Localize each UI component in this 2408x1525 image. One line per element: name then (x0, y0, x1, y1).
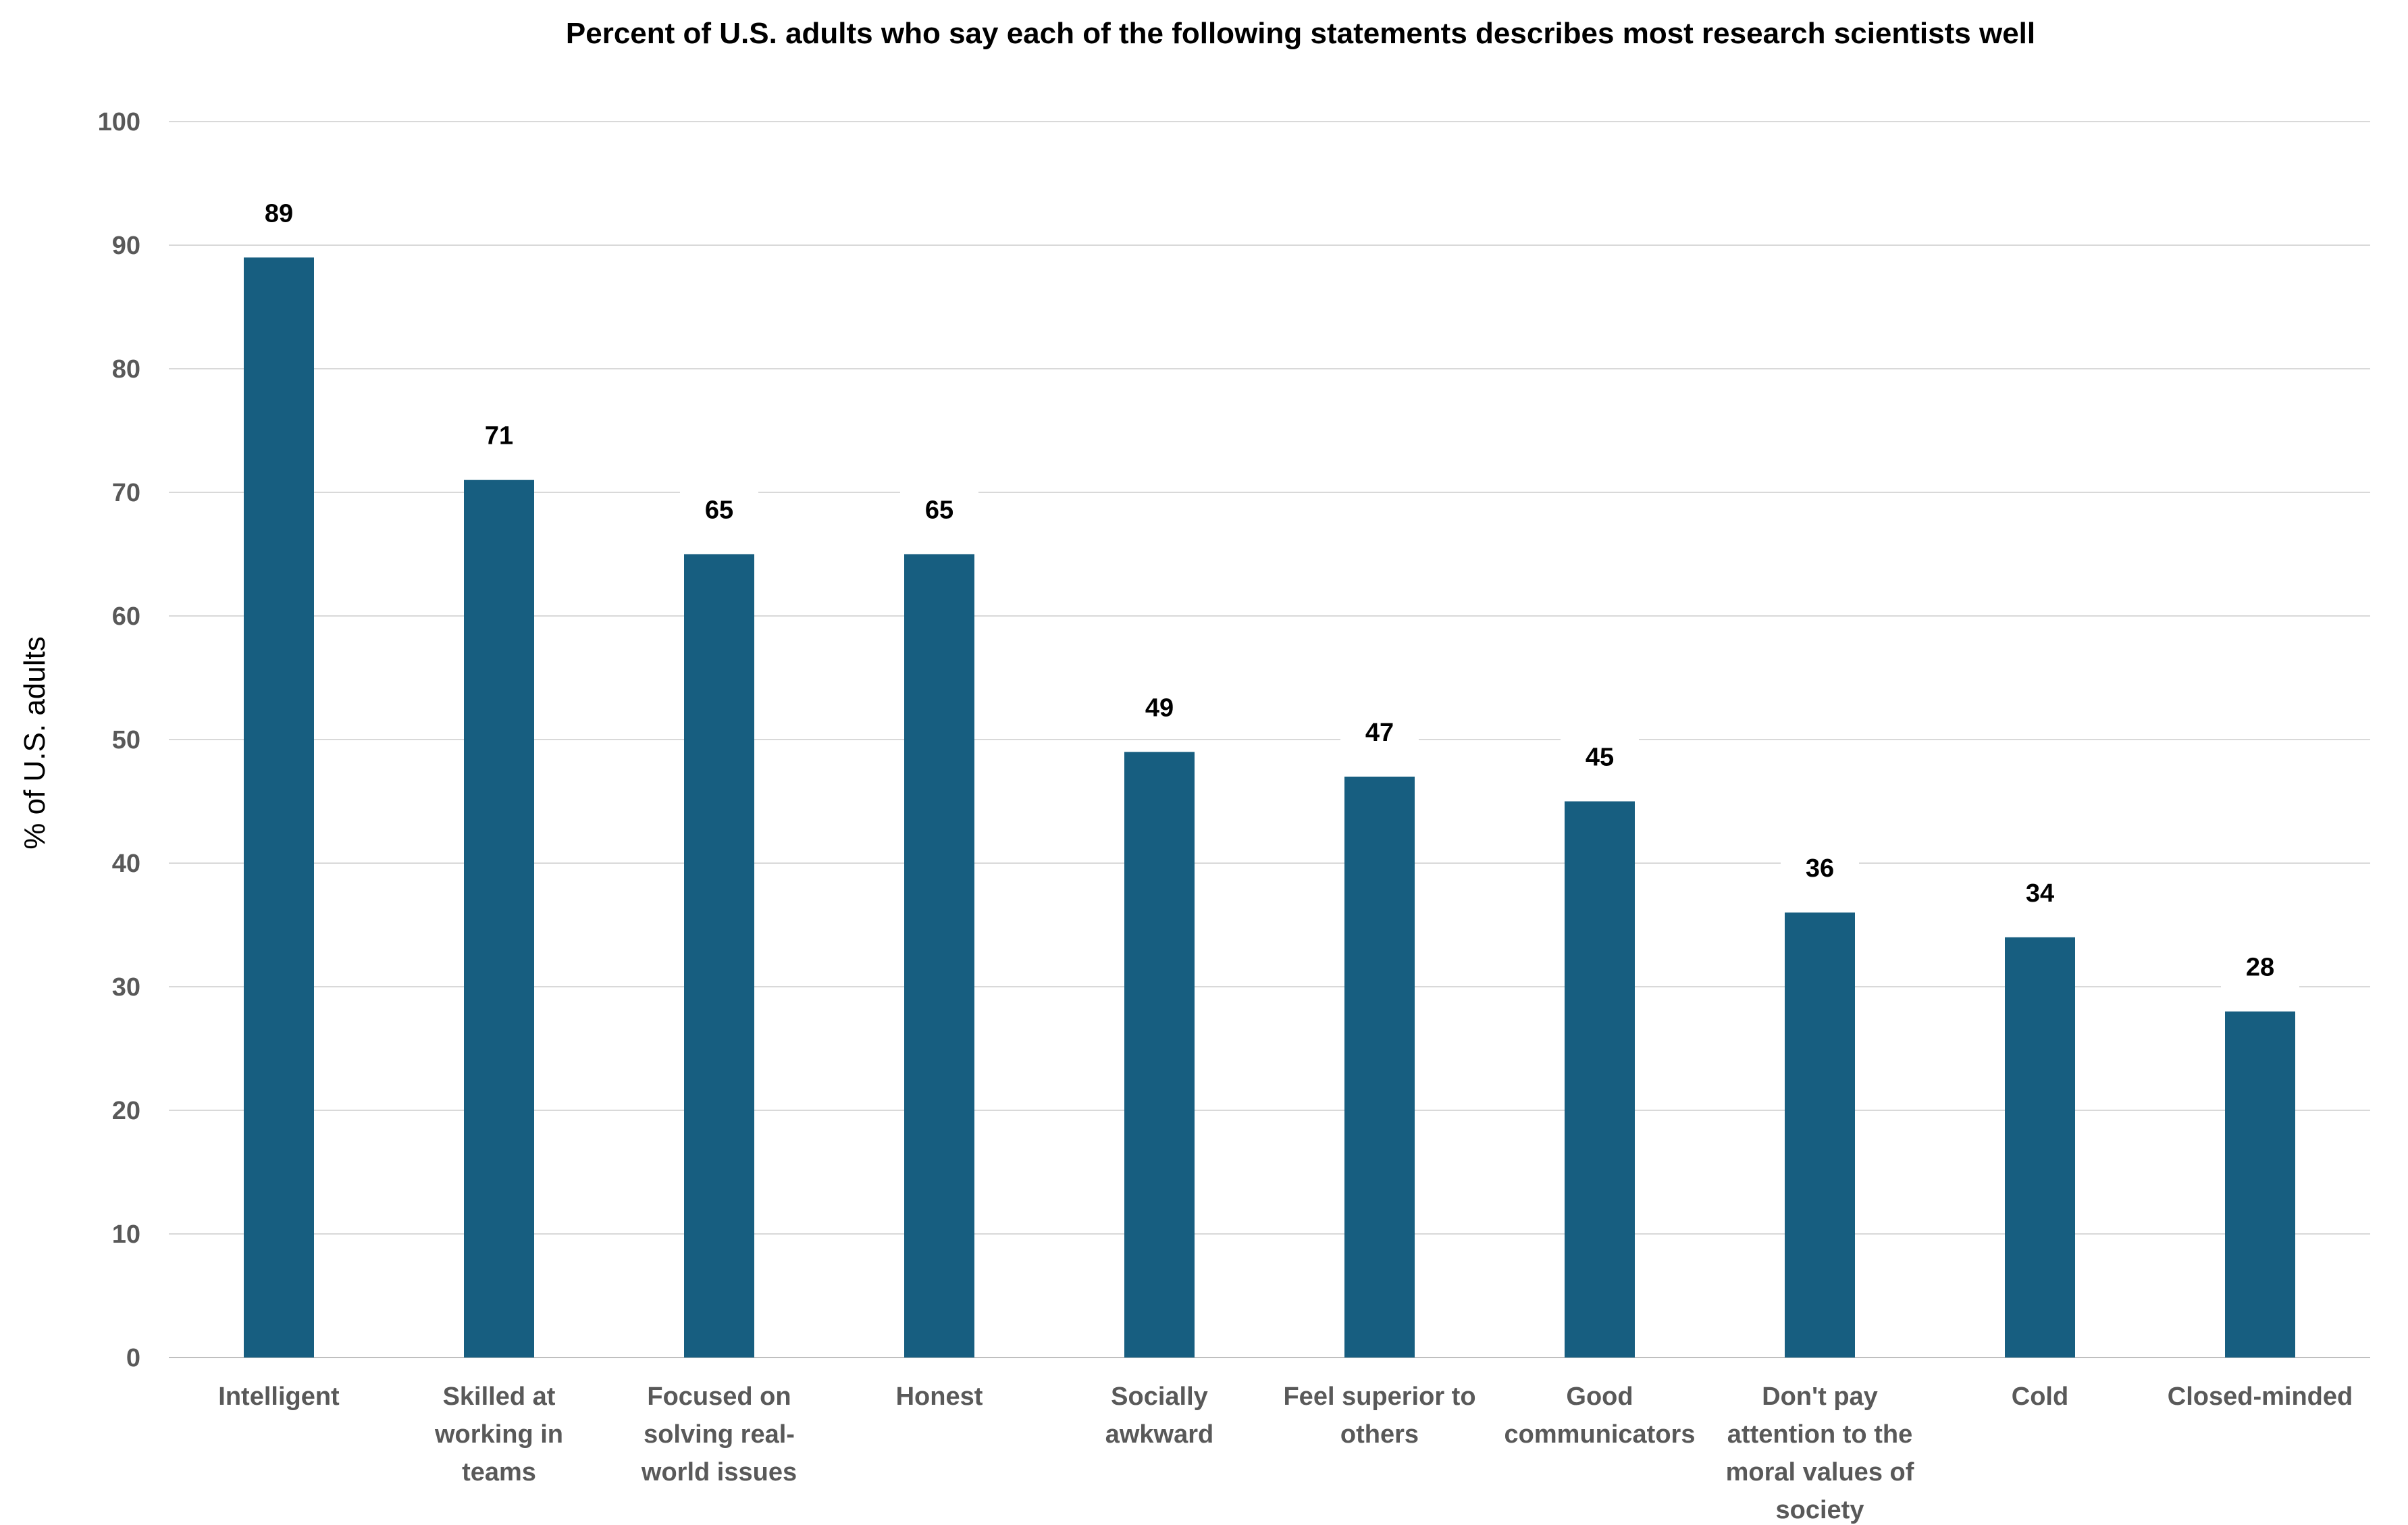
data-label-background (1120, 684, 1199, 729)
data-label-background (460, 412, 538, 457)
x-tick-label-line: Socially (1111, 1382, 1208, 1411)
y-tick-label: 70 (112, 479, 140, 507)
y-tick-label: 60 (112, 602, 140, 631)
data-labels: 89 71 65 65 49 47 45 36 34 28 (240, 190, 2299, 989)
x-tick-label: Skilled at working in teams (434, 1382, 563, 1487)
x-tick-label-line: Feel superior to (1283, 1382, 1475, 1411)
bar (904, 554, 974, 1358)
data-label-background (1340, 708, 1419, 754)
y-axis-label: % of U.S. adults (18, 636, 51, 849)
y-tick-label: 90 (112, 232, 140, 260)
x-tick-label-line: world issues (641, 1458, 797, 1487)
data-label: 89 (265, 199, 293, 228)
x-tick-label-line: Cold (2012, 1382, 2068, 1411)
data-label: 34 (2026, 879, 2054, 908)
data-label: 65 (925, 496, 953, 525)
x-tick-label-line: working in (434, 1420, 563, 1449)
x-tick-label: Good communicators (1504, 1382, 1696, 1449)
y-tick-label: 20 (112, 1097, 140, 1125)
x-tick-label: Honest (896, 1382, 983, 1411)
data-label: 36 (1806, 854, 1834, 883)
chart-title: Percent of U.S. adults who say each of t… (566, 17, 2035, 50)
x-tick-label-line: Honest (896, 1382, 983, 1411)
bar (244, 257, 314, 1358)
x-tick-label: Socially awkward (1105, 1382, 1214, 1449)
data-label: 49 (1145, 694, 1174, 722)
bar (1124, 752, 1195, 1358)
x-axis-ticks: Intelligent Skilled at working in teams Focu… (218, 1382, 2353, 1524)
x-tick-label: Intelligent (218, 1382, 340, 1411)
data-label-background (240, 190, 318, 235)
data-label: 45 (1586, 744, 1614, 772)
bar (2005, 937, 2075, 1358)
x-tick-label-line: Focused on (647, 1382, 791, 1411)
data-label-background (2001, 869, 2079, 914)
x-tick-label: Cold (2012, 1382, 2068, 1411)
data-label-background (900, 486, 978, 532)
y-tick-label: 50 (112, 726, 140, 754)
x-tick-label: Feel superior to others (1283, 1382, 1475, 1449)
x-tick-label-line: Intelligent (218, 1382, 340, 1411)
x-tick-label-line: teams (462, 1458, 536, 1487)
x-tick-label-line: attention to the (1727, 1420, 1912, 1449)
bar (1785, 912, 1855, 1358)
x-tick-label-line: Closed-minded (2168, 1382, 2353, 1411)
x-tick-label-line: Skilled at (443, 1382, 556, 1411)
data-label-background (1561, 733, 1639, 779)
data-label: 28 (2246, 954, 2274, 982)
x-tick-label-line: moral values of (1726, 1458, 1914, 1487)
bar (684, 554, 754, 1358)
y-tick-label: 30 (112, 973, 140, 1002)
x-tick-label-line: society (1776, 1496, 1864, 1524)
x-tick-label-line: communicators (1504, 1420, 1696, 1449)
data-label: 65 (705, 496, 733, 525)
x-tick-label-line: awkward (1105, 1420, 1214, 1449)
y-axis-ticks: 0 10 20 30 40 50 60 70 80 90 100 (98, 108, 140, 1372)
gridlines (169, 121, 2370, 1358)
bar (1565, 801, 1635, 1358)
y-tick-label: 10 (112, 1220, 140, 1249)
y-tick-label: 80 (112, 355, 140, 384)
data-label-background (1781, 845, 1859, 890)
x-tick-label-line: Don't pay (1762, 1382, 1878, 1411)
data-label: 47 (1365, 719, 1394, 747)
data-label-background (2221, 944, 2299, 989)
x-tick-label: Focused on solving real-world issues (641, 1382, 797, 1487)
x-tick-label: Closed-minded (2168, 1382, 2353, 1411)
y-tick-label: 40 (112, 850, 140, 878)
data-label: 71 (485, 422, 513, 450)
y-tick-label: 0 (126, 1344, 140, 1372)
bar (464, 480, 534, 1358)
data-label-background (680, 486, 758, 532)
y-tick-label: 100 (98, 108, 140, 136)
x-tick-label: Don't pay attention to the moral values of… (1726, 1382, 1914, 1524)
x-tick-label-line: others (1340, 1420, 1419, 1449)
x-tick-label-line: Good (1566, 1382, 1633, 1411)
bar (1344, 776, 1415, 1358)
bar (2225, 1011, 2295, 1358)
bars (244, 257, 2295, 1358)
x-tick-label-line: solving real- (644, 1420, 795, 1449)
